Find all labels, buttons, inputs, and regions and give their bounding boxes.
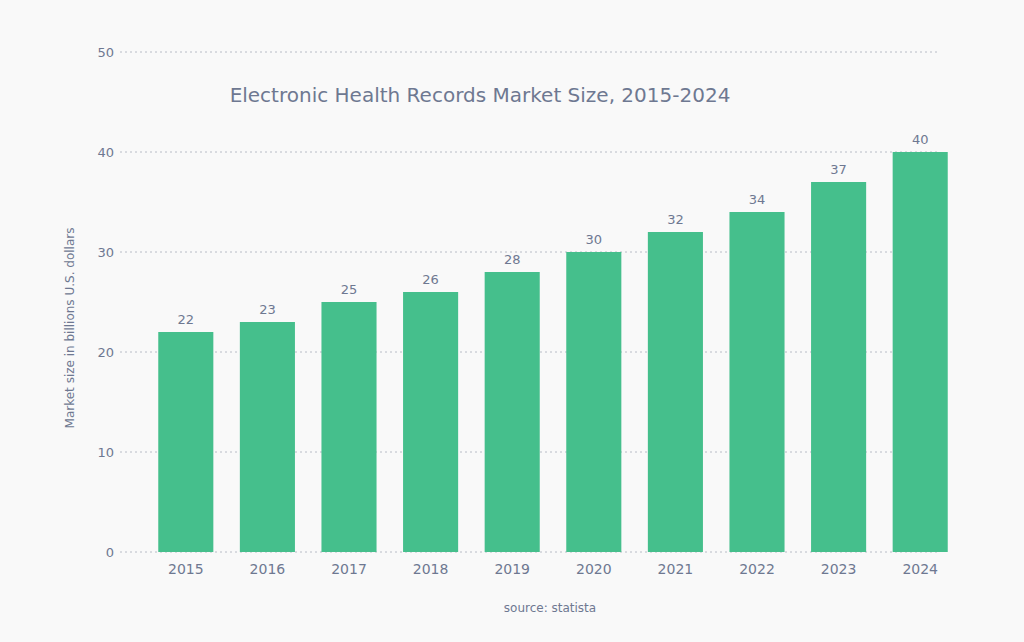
chart-svg: 0 10 20 30 40 50 Electronic Health Records Mar… [0,0,1024,642]
x-tick-label: 2023 [821,561,857,577]
x-tick-label: 2022 [739,561,775,577]
bar [321,302,376,552]
y-tick-label: 10 [97,445,114,460]
y-axis-label: Market size in billions U.S. dollars [63,228,77,429]
y-tick-label: 30 [97,245,114,260]
bar [566,252,621,552]
bar [648,232,703,552]
bars [158,152,947,552]
data-label: 37 [830,162,847,177]
grid-line [120,152,937,153]
y-tick-label: 20 [97,345,114,360]
data-label: 32 [667,212,684,227]
bar [485,272,540,552]
x-tick-label: 2021 [658,561,694,577]
bar [811,182,866,552]
data-label: 28 [504,252,521,267]
data-label: 34 [749,192,766,207]
chart-title: Electronic Health Records Market Size, 2… [230,83,731,107]
bar [240,322,295,552]
data-label: 30 [586,232,603,247]
bar [403,292,458,552]
x-tick-label: 2016 [250,561,286,577]
data-label: 26 [422,272,439,287]
data-label: 40 [912,132,929,147]
data-label: 22 [178,312,195,327]
data-label: 23 [259,302,276,317]
x-tick-label: 2024 [902,561,938,577]
source-note: source: statista [504,601,596,615]
y-tick-label: 0 [106,545,114,560]
bar [158,332,213,552]
grid-line [120,52,937,53]
x-tick-label: 2015 [168,561,204,577]
x-tick-label: 2020 [576,561,612,577]
chart-container: 0 10 20 30 40 50 Electronic Health Records Mar… [0,0,1024,642]
bar [893,152,948,552]
data-label: 25 [341,282,358,297]
x-tick-label: 2018 [413,561,449,577]
x-tick-label: 2019 [494,561,530,577]
x-tick-label: 2017 [331,561,367,577]
bar [729,212,784,552]
y-tick-label: 40 [97,145,114,160]
grid [120,52,937,552]
y-tick-label: 50 [97,45,114,60]
